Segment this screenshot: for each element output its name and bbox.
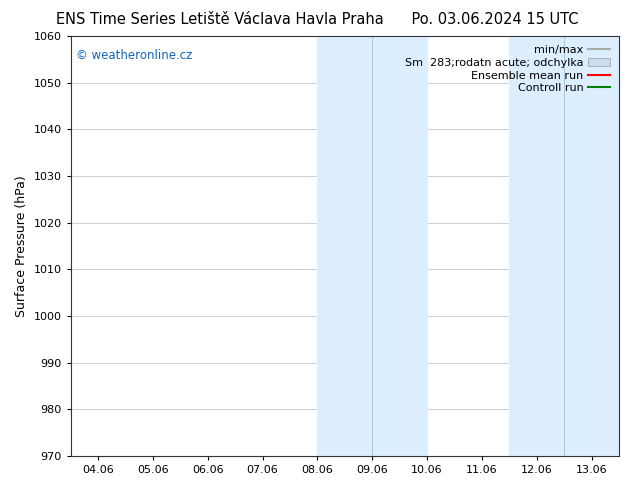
Y-axis label: Surface Pressure (hPa): Surface Pressure (hPa) <box>15 175 28 317</box>
Text: ENS Time Series Letiště Václava Havla Praha      Po. 03.06.2024 15 UTC: ENS Time Series Letiště Václava Havla Pr… <box>56 12 578 27</box>
Bar <box>509 36 619 456</box>
Bar <box>318 36 427 456</box>
Text: © weatheronline.cz: © weatheronline.cz <box>76 49 193 62</box>
Legend: min/max, Sm  283;rodatn acute; odchylka, Ensemble mean run, Controll run: min/max, Sm 283;rodatn acute; odchylka, … <box>401 42 614 97</box>
